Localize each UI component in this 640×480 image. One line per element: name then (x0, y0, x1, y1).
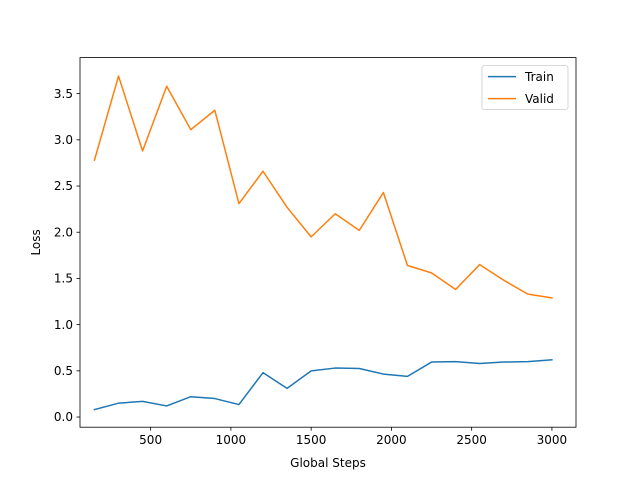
x-tick-label: 2000 (376, 433, 407, 447)
y-tick-label: 3.0 (54, 133, 73, 147)
y-tick-label: 0.5 (54, 364, 73, 378)
series-line-train (93, 358, 553, 411)
x-axis-title: Global Steps (290, 456, 366, 470)
x-tick-label: 500 (139, 433, 162, 447)
plot-frame (79, 57, 577, 428)
x-tick-label: 2500 (456, 433, 487, 447)
y-tick-label: 1.0 (54, 318, 73, 332)
x-axis-ticks: 500 1000 1500 2000 2500 3000 (139, 427, 567, 447)
y-tick-label: 3.5 (54, 87, 73, 101)
y-tick-label: 2.5 (54, 179, 73, 193)
legend: Train Valid (481, 65, 569, 110)
series-line-valid (93, 75, 553, 299)
y-tick-label: 0.0 (54, 410, 73, 424)
x-tick-label: 3000 (537, 433, 568, 447)
y-axis-title: Loss (29, 229, 43, 255)
y-tick-label: 2.0 (54, 225, 73, 239)
series-lines (93, 75, 553, 411)
legend-label-valid: Valid (525, 92, 554, 106)
y-tick-label: 1.5 (54, 272, 73, 286)
x-tick-label: 1000 (216, 433, 247, 447)
legend-label-train: Train (524, 70, 554, 84)
y-axis-ticks: 0.0 0.5 1.0 1.5 2.0 2.5 3.0 3.5 (54, 87, 80, 424)
x-tick-label: 1500 (296, 433, 327, 447)
